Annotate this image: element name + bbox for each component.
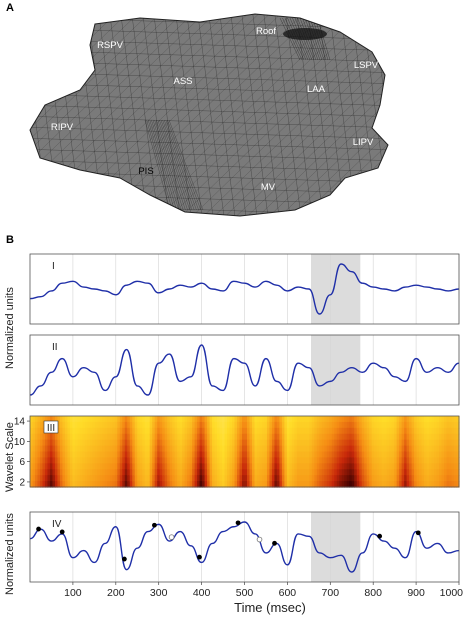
peak-marker (197, 554, 202, 560)
subplot-label-box (43, 420, 59, 434)
mesh-label-roof: Roof (256, 26, 276, 37)
x-tick-label: 1000 (440, 587, 464, 599)
panel-a-letter: A (6, 2, 14, 14)
peak-marker (377, 533, 383, 539)
plot-frame-2 (29, 334, 460, 406)
subplot-label-ii: II (52, 342, 58, 353)
peak-marker (121, 556, 127, 562)
peak-marker (152, 522, 157, 528)
peak-marker (272, 540, 277, 546)
wavelet-tick-label: 6 (19, 457, 25, 468)
subplot-label-i: I (52, 261, 55, 272)
mesh-grid (30, 14, 388, 216)
x-tick-label: 400 (193, 587, 211, 599)
x-tick-label: 800 (364, 587, 382, 599)
mesh-label-ass: ASS (173, 76, 192, 87)
peak-marker (36, 526, 41, 532)
panel-b-letter: B (6, 234, 14, 246)
x-tick-label: 900 (407, 587, 425, 599)
peak-marker (59, 529, 65, 535)
peak-marker-open (168, 534, 175, 540)
trace-iv (29, 521, 460, 573)
wavelet-tick-label: 2 (19, 477, 25, 488)
ylabel-ecg-bottom: Normalized units (4, 513, 16, 595)
peak-marker (415, 530, 421, 536)
highlight-band (310, 335, 361, 405)
highlight-band (310, 512, 361, 582)
plot-frame-3 (29, 415, 460, 488)
mesh-label-rspv: RSPV (97, 40, 124, 51)
peak-marker (235, 520, 241, 526)
x-tick-label: 700 (322, 587, 340, 599)
wavelet-heatmap (30, 416, 460, 488)
trace-ii (29, 344, 460, 396)
subplot-label-iii: III (47, 423, 55, 434)
atrium-mesh-figure: RSPV ASS Roof LAA LSPV RIPV LIPV PIS MV (29, 13, 389, 217)
wavelet-tick-label: 10 (14, 437, 26, 448)
x-tick-label: 300 (150, 587, 168, 599)
x-tick-label: 600 (279, 587, 297, 599)
mesh-label-pis: PIS (138, 166, 153, 177)
x-tick-label: 100 (64, 587, 82, 599)
plot-frame-1 (29, 253, 460, 325)
wavelet-tick-label: 14 (14, 417, 26, 428)
x-tick-label: 500 (236, 587, 254, 599)
mesh-label-lspv: LSPV (354, 60, 379, 71)
ylabel-ecg-top: Normalized units (4, 287, 16, 369)
mesh-label-laa: LAA (307, 84, 326, 95)
x-axis-title: Time (msec) (234, 600, 306, 615)
mesh-label-ripv: RIPV (51, 122, 74, 133)
subplot-label-iv: IV (52, 519, 62, 530)
peak-marker-open (256, 536, 263, 543)
ylabel-wavelet: Wavelet Scale (4, 422, 16, 492)
highlight-band (310, 254, 361, 324)
trace-i (29, 263, 460, 315)
mesh-label-mv: MV (261, 182, 276, 193)
x-tick-label: 200 (107, 587, 125, 599)
mesh-label-lipv: LIPV (353, 137, 374, 148)
